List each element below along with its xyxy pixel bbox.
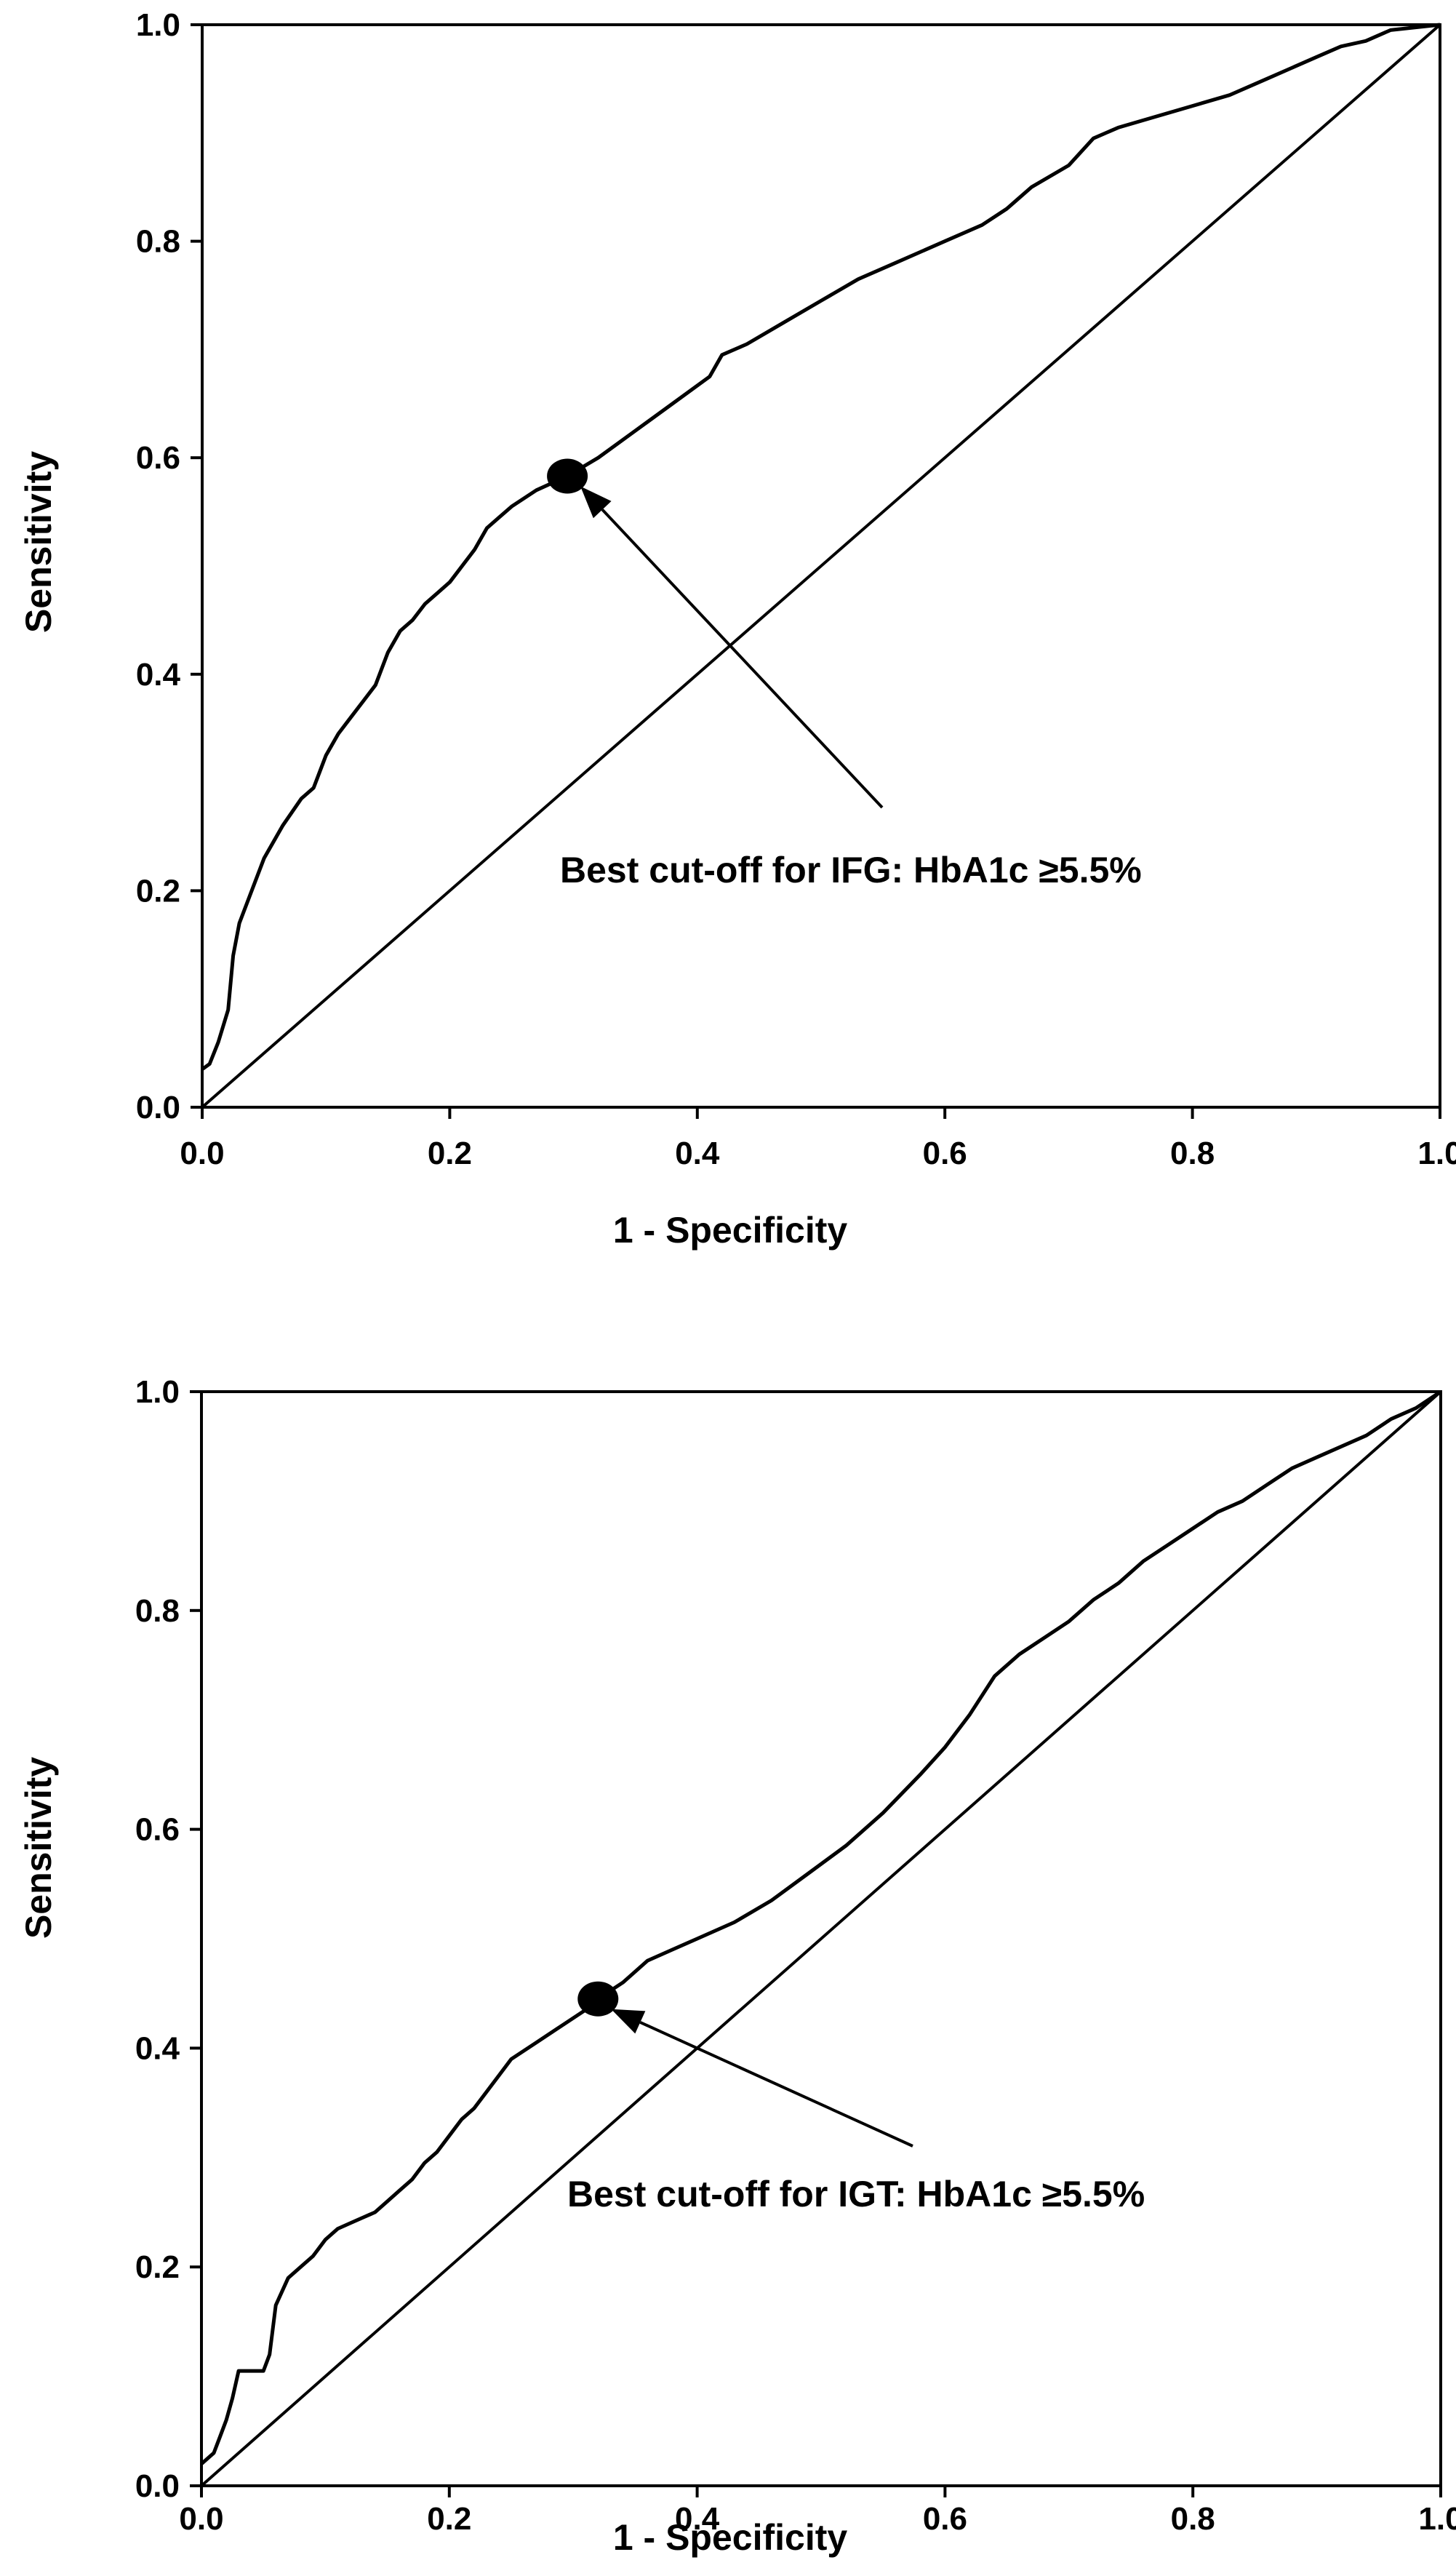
y-tick-label: 0.0 [135, 2468, 180, 2504]
y-tick-label: 1.0 [136, 7, 180, 43]
plot-area: 0.0 0.2 0.4 0.6 0.8 1.0 0.0 0.2 0.4 0.6 0.8 1.0 [136, 7, 1456, 1171]
x-tick-label: 0.8 [1171, 2501, 1215, 2537]
roc-chart-igt: 0.0 0.2 0.4 0.6 0.8 1.0 0.0 0.2 0.4 0.6 0.8 1.0 1 -… [18, 1374, 1456, 2558]
x-tick-label: 0.4 [675, 1136, 720, 1171]
y-tick-label: 0.2 [136, 873, 180, 909]
x-tick-label: 1.0 [1418, 2501, 1456, 2537]
y-tick-label: 0.0 [136, 1090, 180, 1125]
y-tick-label: 0.4 [135, 2030, 180, 2066]
y-axis-label: Sensitivity [18, 1757, 59, 1939]
best-cutoff-annotation-ifg: Best cut-off for IFG: HbA1c ≥5.5% [560, 850, 1142, 890]
plot-area: 0.0 0.2 0.4 0.6 0.8 1.0 0.0 0.2 0.4 0.6 0.8 1.0 [135, 1374, 1456, 2537]
roc-curve-ifg [201, 23, 1441, 1071]
x-tick-label: 0.2 [428, 1136, 472, 1171]
y-tick-label: 0.6 [135, 1812, 180, 1848]
roc-chart-ifg: 0.0 0.2 0.4 0.6 0.8 1.0 0.0 0.2 0.4 0.6 0.8 1.0 1 -… [18, 7, 1456, 1251]
annotation-arrow-line [639, 2021, 913, 2148]
best-cutoff-point [547, 458, 588, 494]
y-tick-label: 0.8 [135, 1593, 180, 1629]
x-tick-label: 0.6 [923, 1136, 967, 1171]
annotation-arrowhead [580, 486, 612, 519]
roc-curve-igt [200, 1389, 1442, 2465]
best-cutoff-point [577, 1981, 619, 2017]
x-tick-label: 0.0 [180, 1136, 224, 1171]
y-axis-label: Sensitivity [18, 451, 59, 633]
x-tick-label: 0.2 [427, 2501, 471, 2537]
x-tick-label: 0.0 [179, 2501, 223, 2537]
x-tick-label: 0.6 [923, 2501, 967, 2537]
y-tick-label: 0.2 [135, 2249, 180, 2285]
x-tick-label: 0.4 [675, 2501, 720, 2537]
y-tick-label: 0.4 [136, 657, 181, 693]
best-cutoff-annotation-igt: Best cut-off for IGT: HbA1c ≥5.5% [567, 2174, 1145, 2214]
x-axis-label: 1 - Specificity [613, 2517, 848, 2558]
y-tick-label: 1.0 [135, 1374, 180, 1410]
annotation-arrowhead [611, 2009, 646, 2034]
x-axis-label: 1 - Specificity [613, 1210, 848, 1251]
annotation-arrow-line [601, 509, 884, 809]
reference-diagonal-line [201, 23, 1441, 1109]
plot-frame [200, 1390, 1442, 2487]
x-tick-label: 1.0 [1417, 1136, 1456, 1171]
plot-frame [201, 23, 1441, 1109]
reference-diagonal-line [200, 1390, 1442, 2487]
y-tick-label: 0.8 [136, 224, 180, 260]
x-tick-label: 0.8 [1170, 1136, 1215, 1171]
y-tick-label: 0.6 [136, 440, 180, 476]
